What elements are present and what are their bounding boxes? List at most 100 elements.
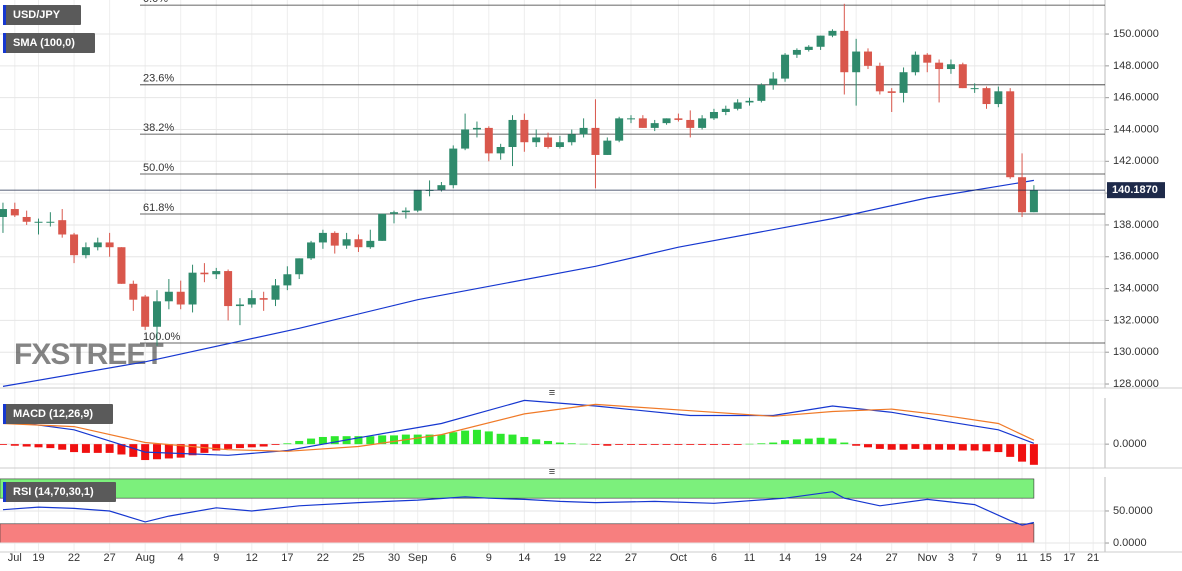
- candle-body: [401, 210, 410, 213]
- x-tick-label: 17: [281, 552, 293, 564]
- fib-label: 23.6%: [143, 73, 174, 85]
- candle-body: [105, 242, 114, 248]
- histogram-bar: [425, 434, 434, 445]
- histogram-bar: [247, 444, 256, 448]
- histogram-bar: [544, 440, 553, 445]
- candle-body: [413, 189, 422, 211]
- candle-body: [875, 65, 884, 92]
- histogram-bar: [792, 439, 801, 445]
- histogram-bar: [176, 444, 185, 458]
- histogram-bar: [318, 436, 327, 445]
- histogram-bar: [627, 444, 636, 445]
- x-tick-label: 6: [450, 552, 456, 564]
- histogram-bar: [982, 444, 991, 452]
- fib-label: 61.8%: [143, 202, 174, 214]
- candle-body: [1029, 190, 1038, 213]
- y-tick-label: 150.0000: [1113, 28, 1159, 40]
- x-tick-label: 14: [518, 552, 530, 564]
- candle-body: [674, 118, 683, 120]
- histogram-bar: [555, 442, 564, 445]
- histogram-bar: [994, 444, 1003, 453]
- histogram-bar: [461, 430, 470, 445]
- histogram-bar: [437, 434, 446, 445]
- candle-body: [354, 239, 363, 248]
- x-tick-label: 27: [103, 552, 115, 564]
- candle-body: [567, 134, 576, 143]
- candle-body: [946, 64, 955, 70]
- histogram-bar: [307, 438, 316, 445]
- x-tick-label: 22: [68, 552, 80, 564]
- overbought-zone: [0, 478, 1035, 499]
- histogram-bar: [958, 444, 967, 451]
- y-tick-label: 134.0000: [1113, 282, 1159, 294]
- histogram-bar: [662, 444, 671, 445]
- legend-label: RSI (14,70,30,1): [13, 486, 94, 498]
- legend-label: USD/JPY: [13, 9, 61, 21]
- histogram-bar: [911, 444, 920, 449]
- fib-label: 100.0%: [143, 331, 181, 343]
- histogram-bar: [520, 436, 529, 445]
- histogram-bar: [709, 444, 718, 445]
- histogram-bar: [366, 436, 375, 445]
- candle-body: [70, 234, 79, 256]
- histogram-bar: [650, 444, 659, 445]
- indicator-line: [2, 179, 1034, 387]
- legend-label: MACD (12,26,9): [13, 408, 93, 420]
- histogram-bar: [686, 444, 695, 445]
- legend-label: SMA (100,0): [13, 37, 75, 49]
- x-tick-label: Aug: [135, 552, 155, 564]
- histogram-bar: [579, 443, 588, 445]
- candle-body: [307, 242, 316, 259]
- candle-body: [544, 137, 553, 147]
- candle-body: [295, 258, 304, 275]
- y-tick-label: 144.0000: [1113, 123, 1159, 135]
- legend-box: [3, 482, 116, 502]
- candle-body: [911, 54, 920, 73]
- candle-body: [153, 301, 162, 327]
- y-tick-label: 142.0000: [1113, 155, 1159, 167]
- histogram-bar: [413, 434, 422, 445]
- histogram-bar: [875, 444, 884, 449]
- candle-body: [330, 232, 339, 246]
- fib-label: 0.0%: [143, 0, 168, 5]
- histogram-bar: [330, 436, 339, 445]
- legend-box: [3, 33, 95, 53]
- histogram-bar: [295, 440, 304, 445]
- y-tick-label: 148.0000: [1113, 60, 1159, 72]
- candle-body: [508, 119, 517, 147]
- candle-body: [591, 127, 600, 155]
- candle-body: [1006, 91, 1015, 178]
- candle-body: [686, 119, 695, 128]
- y-tick-label: 128.0000: [1113, 378, 1159, 390]
- candle-body: [982, 88, 991, 105]
- histogram-bar: [129, 444, 138, 457]
- histogram-bar: [70, 444, 79, 453]
- histogram-bar: [484, 431, 493, 445]
- candle-body: [781, 54, 790, 79]
- x-tick-label: 9: [213, 552, 219, 564]
- histogram-bar: [1018, 444, 1027, 462]
- x-tick-label: 19: [554, 552, 566, 564]
- candle-body: [994, 91, 1003, 105]
- candle-body: [792, 49, 801, 55]
- histogram-bar: [271, 444, 280, 445]
- oversold-zone: [0, 523, 1035, 544]
- histogram-bar: [46, 444, 55, 449]
- histogram-bar: [769, 442, 778, 445]
- histogram-bar: [864, 444, 873, 448]
- histogram-bar: [0, 444, 7, 445]
- candle-body: [366, 240, 375, 248]
- legend-box: [3, 404, 113, 424]
- candle-body: [603, 140, 612, 155]
- candle-body: [555, 142, 564, 147]
- histogram-bar: [638, 444, 647, 445]
- histogram-bar: [887, 444, 896, 450]
- candle-body: [212, 271, 221, 275]
- candle-body: [923, 54, 932, 63]
- panel-handle: ≡: [549, 387, 555, 399]
- last-price-label: 140.1870: [1112, 184, 1158, 196]
- x-tick-label: 22: [317, 552, 329, 564]
- x-tick-label: 24: [850, 552, 862, 564]
- histogram-bar: [603, 444, 612, 446]
